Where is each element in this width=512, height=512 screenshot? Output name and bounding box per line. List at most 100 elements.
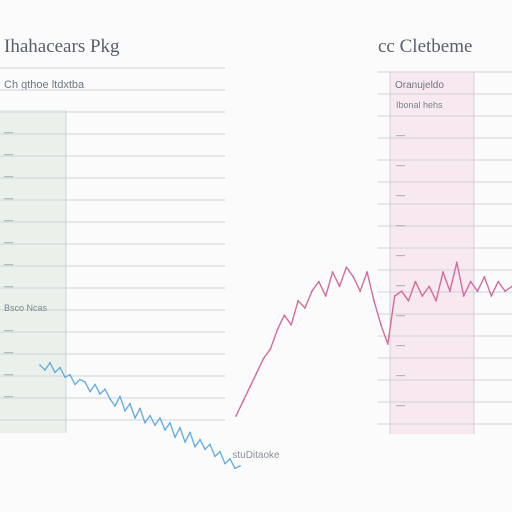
- series-blue-point: [184, 441, 186, 443]
- series-blue-point: [194, 445, 196, 448]
- right-row-labels: Ibonal hehs — — — — — — — — — —: [396, 100, 443, 410]
- series-pink-point: [311, 290, 313, 293]
- series-blue-point: [84, 381, 86, 383]
- series-blue-point: [129, 402, 131, 405]
- series-blue-point: [179, 426, 181, 429]
- series-pink-point: [304, 307, 306, 309]
- series-blue-point: [164, 429, 166, 431]
- left-row-label: —: [4, 193, 13, 203]
- series-pink-point: [235, 415, 237, 417]
- series-pink-point: [393, 295, 396, 297]
- series-blue-point: [109, 397, 111, 400]
- series-pink-point: [276, 328, 279, 331]
- series-blue-point: [159, 417, 161, 419]
- series-blue-point: [99, 393, 101, 395]
- series-blue-point: [189, 431, 191, 434]
- series-blue-point: [74, 383, 76, 386]
- series-blue-point: [39, 364, 41, 367]
- series-pink-point: [421, 295, 424, 297]
- series-blue-point: [124, 409, 126, 412]
- series-blue-point: [54, 371, 56, 374]
- right-subtitle: Oranujeldo: [395, 80, 444, 91]
- series-pink-point: [373, 299, 375, 302]
- series-pink-point: [324, 295, 327, 297]
- series-blue-point: [119, 395, 121, 398]
- right-row-label: —: [396, 370, 405, 380]
- series-blue-point: [214, 455, 216, 458]
- left-row-label: —: [4, 259, 13, 269]
- right-row-label: —: [396, 160, 405, 170]
- series-pink-point: [242, 400, 244, 403]
- series-blue-point: [59, 366, 61, 369]
- series-pink-point: [442, 271, 444, 273]
- series-pink-point: [469, 280, 472, 283]
- left-row-label: —: [4, 325, 13, 335]
- series-blue-point: [154, 424, 156, 427]
- left-row-label: —: [4, 215, 13, 225]
- right-row-label: —: [396, 130, 405, 140]
- left-row-label: —: [4, 237, 13, 247]
- series-pink-point: [338, 285, 341, 288]
- series-blue-point: [234, 467, 236, 470]
- series-blue-point: [104, 388, 106, 391]
- right-row-label: —: [396, 190, 405, 200]
- series-blue-point: [174, 436, 176, 439]
- left-row-label: —: [4, 171, 13, 181]
- left-grid: [0, 67, 225, 433]
- series-blue-point: [199, 438, 201, 441]
- left-row-label: —: [4, 369, 13, 379]
- series-pink-point: [269, 347, 272, 350]
- series-pink-point: [290, 323, 293, 326]
- left-subtitle: Ch gthoe ltdxtba: [4, 79, 85, 91]
- left-row-label: —: [4, 281, 13, 291]
- series-pink-point: [435, 299, 437, 302]
- series-pink-point: [497, 280, 500, 283]
- series-pink-point: [462, 295, 465, 297]
- left-row-label: Bsco Ncas: [4, 303, 48, 313]
- series-blue-point: [219, 450, 221, 453]
- series-blue-point: [44, 369, 46, 371]
- right-row-label: —: [396, 220, 405, 230]
- series-pink-point: [476, 290, 479, 293]
- right-row-label: Ibonal hehs: [396, 100, 443, 110]
- series-pink-point: [352, 275, 355, 278]
- series-pink-point: [317, 280, 320, 283]
- series-blue-point: [209, 443, 211, 446]
- series-pink-point: [345, 266, 348, 269]
- series-blue-point: [79, 378, 81, 381]
- series-blue-point: [114, 405, 116, 407]
- series-blue-group: [39, 361, 241, 470]
- right-row-label: —: [396, 310, 405, 320]
- series-pink-point: [283, 314, 286, 317]
- series-pink-point: [400, 290, 403, 293]
- right-row-label: —: [396, 400, 405, 410]
- series-blue-line: [39, 362, 241, 470]
- series-blue-point: [49, 361, 51, 364]
- series-blue-point: [64, 376, 66, 379]
- series-pink-point: [331, 271, 334, 273]
- right-grid: [378, 71, 512, 434]
- right-row-label: —: [396, 250, 405, 260]
- right-panel-shade: [390, 72, 474, 434]
- series-pink-point: [255, 371, 258, 374]
- left-title: Ihahacears Pkg: [4, 36, 120, 57]
- series-pink-point: [366, 271, 368, 273]
- left-row-labels: — — — — — — — — Bsco Ncas — — — —: [4, 127, 48, 401]
- series-blue-point: [224, 462, 226, 465]
- right-panel: cc Cletbeme Oranujeldo Ibonal hehs — — — — — —…: [378, 36, 512, 434]
- series-pink-point: [262, 357, 265, 360]
- series-pink-point: [455, 261, 458, 264]
- series-pink-point: [414, 280, 417, 283]
- series-pink-point: [490, 295, 493, 297]
- series-pink-point: [297, 299, 299, 302]
- series-blue-point: [169, 421, 171, 424]
- series-pink-point: [248, 386, 251, 389]
- right-row-label: —: [396, 340, 405, 350]
- series-blue-point: [239, 465, 241, 467]
- left-row-label: —: [4, 127, 13, 137]
- series-pink-point: [483, 275, 486, 278]
- left-panel-shade: [0, 110, 66, 433]
- series-blue-point: [204, 448, 206, 451]
- series-blue-point: [144, 421, 146, 424]
